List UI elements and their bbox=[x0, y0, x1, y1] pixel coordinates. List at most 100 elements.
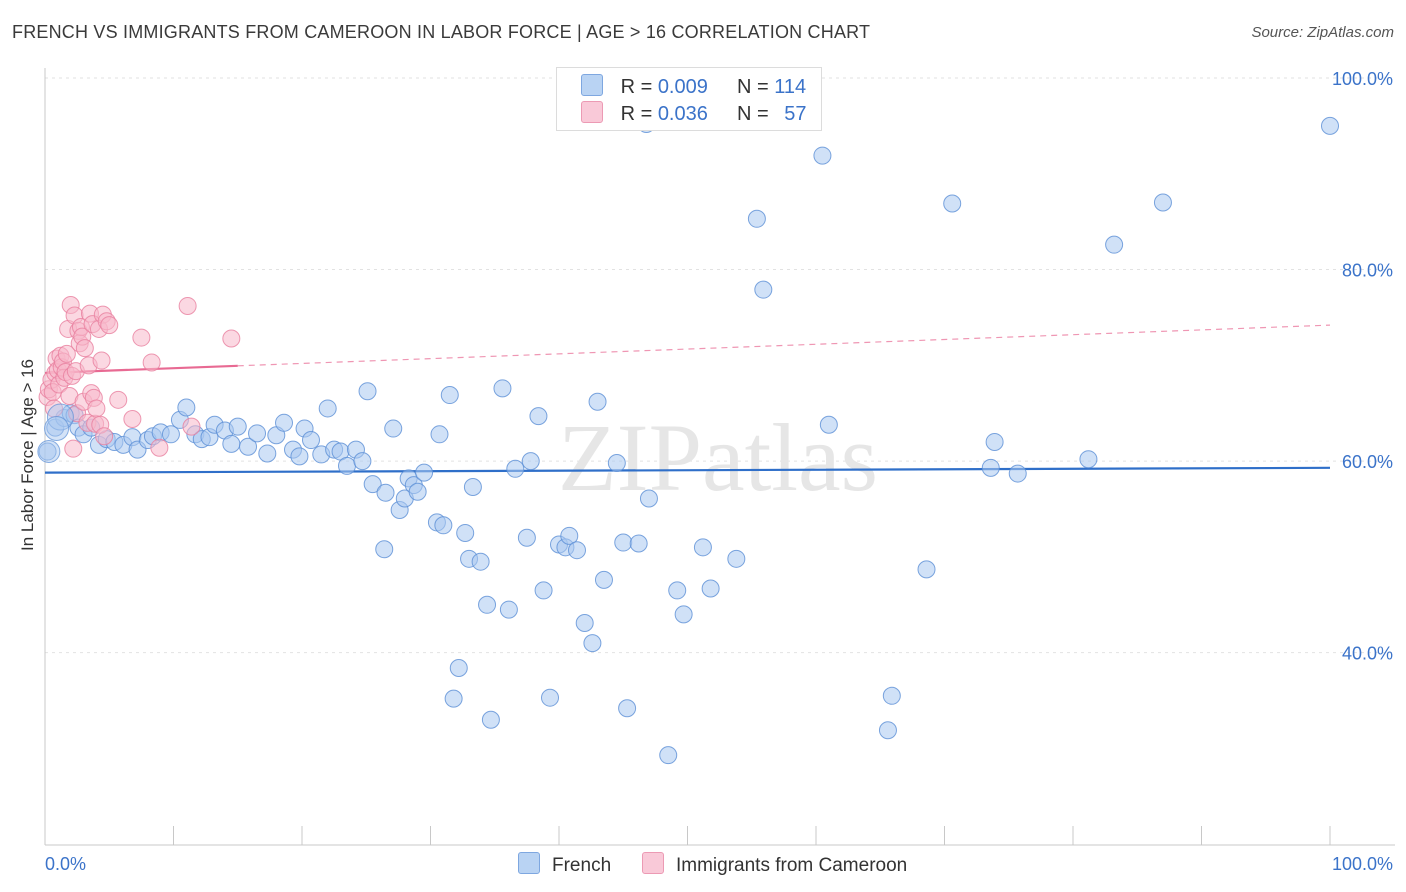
legend-r-value: 0.036 bbox=[657, 103, 708, 125]
cameroon-trend-line-dashed bbox=[237, 324, 1331, 367]
french-point bbox=[1079, 450, 1098, 469]
legend-r-value: 0.009 bbox=[657, 76, 708, 98]
legend-n-label: N = bbox=[737, 103, 775, 125]
french-point bbox=[1321, 116, 1339, 135]
cameroon-point bbox=[123, 409, 142, 428]
french-point bbox=[471, 552, 490, 571]
french-point bbox=[882, 686, 901, 705]
french-point bbox=[444, 689, 463, 708]
french-point bbox=[917, 560, 936, 579]
french-point bbox=[456, 523, 475, 542]
french-point bbox=[228, 417, 247, 436]
french-point bbox=[521, 452, 540, 471]
legend-n-label: N = bbox=[737, 76, 775, 98]
french-point bbox=[222, 434, 241, 453]
legend-n-value: 114 bbox=[774, 76, 807, 98]
french-point bbox=[363, 475, 382, 494]
french-point bbox=[430, 425, 449, 444]
legend-label-cameroon: Immigrants from Cameroon bbox=[676, 855, 908, 876]
french-point bbox=[668, 581, 687, 600]
french-point bbox=[301, 431, 320, 450]
cameroon-point bbox=[150, 438, 169, 457]
cameroon-point bbox=[75, 339, 94, 358]
legend-item-french: French bbox=[518, 852, 611, 877]
source-label: Source: ZipAtlas.com bbox=[1251, 24, 1394, 41]
french-point bbox=[583, 634, 602, 653]
french-point bbox=[493, 379, 512, 398]
data-points bbox=[37, 114, 1339, 765]
french-point bbox=[376, 483, 395, 502]
legend-swatch-french bbox=[581, 74, 603, 96]
french-point bbox=[248, 424, 267, 443]
chart-title: FRENCH VS IMMIGRANTS FROM CAMEROON IN LA… bbox=[12, 22, 871, 42]
cameroon-point bbox=[87, 399, 106, 418]
french-point bbox=[727, 549, 746, 568]
cameroon-point bbox=[142, 353, 161, 372]
french-point bbox=[161, 425, 180, 444]
french-point bbox=[674, 605, 693, 624]
french-point bbox=[1105, 235, 1124, 254]
french-point bbox=[1153, 193, 1172, 212]
french-point bbox=[499, 600, 518, 619]
french-point bbox=[575, 613, 594, 632]
x-tick-label: 0.0% bbox=[45, 854, 86, 874]
french-point bbox=[408, 482, 427, 501]
french-point bbox=[985, 432, 1004, 451]
tick-labels: 40.0% 60.0% 80.0% 100.0% 0.0% 100.0% bbox=[45, 69, 1393, 874]
french-point bbox=[517, 528, 536, 547]
french-point bbox=[37, 440, 61, 464]
cameroon-point bbox=[64, 439, 83, 458]
french-point bbox=[614, 533, 633, 552]
french-point bbox=[607, 454, 626, 473]
french-point bbox=[258, 444, 277, 463]
cameroon-point bbox=[57, 344, 76, 363]
y-tick-label: 100.0% bbox=[1332, 69, 1393, 89]
french-point bbox=[506, 459, 525, 478]
cameroon-point bbox=[222, 329, 241, 348]
cameroon-point bbox=[178, 296, 197, 315]
gridlines bbox=[45, 77, 1395, 654]
french-point bbox=[434, 516, 453, 535]
french-point bbox=[358, 382, 377, 401]
french-point bbox=[353, 452, 372, 471]
legend-swatch-cameroon bbox=[642, 852, 664, 874]
french-point bbox=[819, 415, 838, 434]
legend-r-label: R = bbox=[620, 76, 658, 98]
french-point bbox=[594, 570, 613, 589]
french-point bbox=[478, 595, 497, 614]
french-point bbox=[567, 541, 586, 560]
french-point bbox=[588, 392, 607, 411]
french-point bbox=[415, 463, 434, 482]
french-point bbox=[375, 540, 394, 559]
cameroon-point bbox=[92, 351, 111, 370]
french-point bbox=[463, 477, 482, 496]
cameroon-point bbox=[100, 316, 119, 335]
french-point bbox=[239, 437, 258, 456]
cameroon-point bbox=[182, 417, 201, 436]
legend-r-label: R = bbox=[620, 103, 658, 125]
french-point bbox=[534, 581, 553, 600]
french-point bbox=[440, 386, 459, 405]
french-point bbox=[693, 538, 712, 557]
french-point bbox=[943, 194, 962, 213]
legend-swatch-cameroon bbox=[581, 101, 603, 123]
french-point bbox=[659, 746, 678, 765]
french-point bbox=[318, 399, 337, 418]
french-point bbox=[639, 489, 658, 508]
y-tick-label: 40.0% bbox=[1342, 644, 1393, 664]
french-point bbox=[1008, 464, 1027, 483]
french-point bbox=[337, 456, 356, 475]
french-point bbox=[529, 407, 548, 426]
legend-row-cameroon: R = 0.036 N = 57 bbox=[581, 101, 807, 127]
french-point bbox=[275, 413, 294, 432]
legend-item-cameroon: Immigrants from Cameroon bbox=[642, 852, 907, 877]
french-point bbox=[878, 721, 897, 740]
french-point bbox=[813, 146, 832, 165]
legend-label-french: French bbox=[552, 855, 612, 876]
french-point bbox=[618, 699, 637, 718]
french-point bbox=[701, 579, 720, 598]
french-point bbox=[629, 534, 648, 553]
stats-legend: R = 0.009 N = 114 R = 0.036 N = 57 bbox=[556, 67, 822, 131]
y-axis-label: In Labor Force | Age > 16 bbox=[18, 358, 37, 552]
